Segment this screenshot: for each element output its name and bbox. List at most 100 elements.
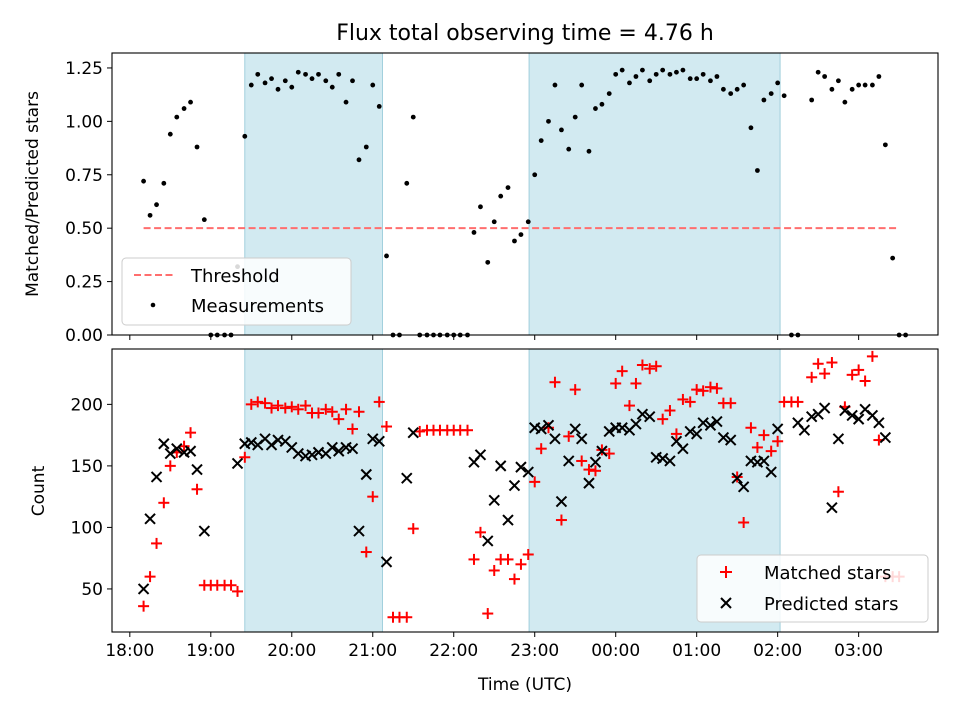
predicted-star-marker (245, 436, 257, 449)
matched-star-marker (367, 491, 379, 503)
matched-star-marker (826, 357, 838, 369)
predicted-star-stroke-b (670, 435, 683, 447)
measurement-point (586, 148, 592, 154)
matched-star-marker (792, 396, 804, 408)
predicted-star-stroke-b (549, 433, 561, 445)
matched-star-marker (623, 400, 635, 412)
predicted-star-marker (704, 419, 717, 431)
measurement-point (546, 118, 551, 124)
predicted-star-stroke-b (873, 417, 885, 429)
predicted-star-stroke-b (508, 479, 521, 492)
matched-star-marker (630, 377, 642, 389)
measurement-point (572, 114, 578, 120)
matched-star-marker (758, 429, 770, 441)
matched-star-marker (697, 385, 709, 397)
predicted-star-stroke-b (353, 525, 365, 537)
predicted-star-stroke-b (636, 408, 649, 420)
top-ytick-label: 0.25 (65, 273, 103, 293)
measurement-point (559, 127, 564, 133)
predicted-star-marker (596, 445, 608, 457)
matched-star-marker (549, 376, 561, 388)
top-ylabel: Matched/Predicted stars (23, 91, 43, 297)
predicted-star-marker (164, 447, 177, 460)
measurement-point (498, 193, 504, 199)
predicted-star-stroke-b (724, 434, 737, 446)
measurement-point (674, 69, 679, 75)
predicted-star-marker (488, 494, 500, 507)
matched-star-marker (326, 406, 338, 418)
predicted-star-stroke-b (144, 513, 156, 525)
measurement-point (505, 185, 511, 190)
matched-star-marker (644, 363, 656, 375)
measurement-point (593, 106, 598, 111)
predicted-star-stroke-b (818, 402, 831, 414)
predicted-star-marker (826, 502, 838, 514)
measurement-point (599, 101, 605, 107)
predicted-star-marker (515, 461, 527, 473)
matched-star-marker (711, 382, 723, 394)
measurement-point (714, 74, 720, 79)
matched-star-marker (725, 397, 737, 409)
predicted-star-marker (690, 428, 703, 440)
matched-star-marker (508, 573, 520, 585)
predicted-star-stroke-b (677, 442, 689, 455)
measurement-point (363, 144, 369, 150)
measurement-point (303, 71, 308, 77)
measurement-point (323, 78, 329, 84)
matched-star-marker (684, 396, 696, 408)
measurement-point (478, 204, 483, 210)
matched-star-marker (225, 579, 237, 591)
matched-star-marker (407, 523, 419, 535)
measurement-point (384, 253, 389, 259)
predicted-star-marker (630, 418, 642, 430)
predicted-star-marker (198, 525, 211, 537)
matched-star-marker (846, 369, 858, 381)
legend-measurements-label: Measurements (191, 296, 324, 317)
predicted-star-stroke-b (515, 461, 527, 473)
predicted-star-stroke-b (826, 502, 838, 514)
measurement-point (181, 106, 187, 111)
matched-star-marker (259, 397, 271, 409)
predicted-star-stroke-b (380, 556, 393, 568)
measurement-point (532, 172, 538, 178)
matched-star-marker (650, 360, 662, 372)
predicted-star-stroke-b (583, 477, 595, 489)
predicted-star-stroke-b (184, 445, 197, 457)
predicted-star-marker (697, 417, 709, 429)
predicted-star-marker (191, 463, 203, 476)
matched-star-marker (414, 425, 426, 437)
measurement-point (876, 74, 882, 79)
matched-star-marker (462, 424, 474, 436)
measurement-point (289, 84, 295, 90)
predicted-star-marker (664, 455, 676, 467)
predicted-star-stroke-b (745, 455, 757, 467)
predicted-star-stroke-b (542, 419, 555, 431)
measurement-point (721, 86, 726, 92)
matched-star-marker (812, 358, 824, 370)
predicted-star-stroke-b (737, 481, 750, 493)
measurement-point (755, 168, 760, 173)
predicted-star-marker (583, 477, 595, 489)
matched-star-marker (474, 526, 486, 538)
top-panel: 0.00 0.25 0.50 0.75 1.00 1.25 Matched/Predict… (23, 52, 939, 346)
matched-star-marker (320, 403, 332, 415)
predicted-star-stroke-b (717, 431, 730, 444)
predicted-star-stroke-b (401, 472, 413, 484)
measurement-point (862, 82, 868, 88)
measurement-point (512, 238, 517, 244)
predicted-star-stroke-b (798, 424, 811, 436)
predicted-star-marker (731, 472, 743, 484)
predicted-star-stroke-b (589, 456, 602, 468)
matched-star-marker (381, 421, 393, 433)
measurement-point (147, 212, 153, 218)
predicted-star-stroke-b (704, 419, 717, 431)
matched-star-marker (616, 365, 628, 377)
predicted-star-stroke-b (137, 583, 150, 595)
predicted-star-stroke-b (171, 442, 183, 455)
predicted-star-marker (346, 442, 359, 455)
predicted-star-marker (818, 402, 831, 414)
measurement-point (613, 71, 619, 77)
matched-star-marker (819, 368, 831, 380)
measurement-point (775, 80, 781, 86)
predicted-star-stroke-b (771, 423, 784, 435)
